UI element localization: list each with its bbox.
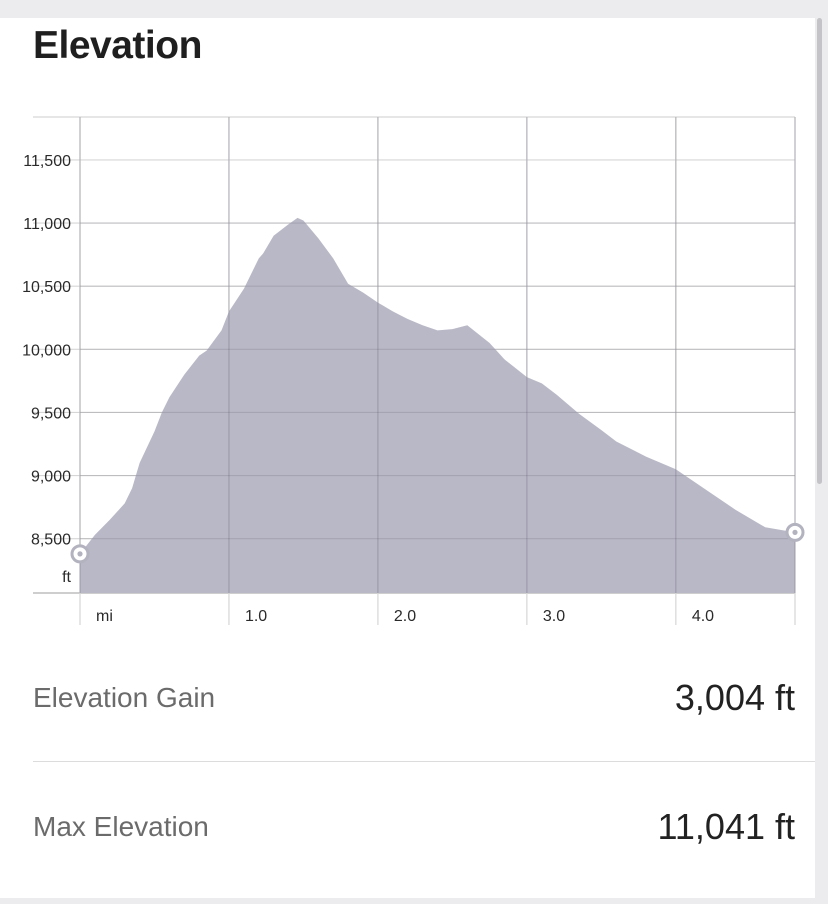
x-unit-label: mi xyxy=(96,608,113,625)
y-unit-label: ft xyxy=(62,569,71,586)
stat-value-max-elevation: 11,041 ft xyxy=(657,806,795,847)
range-handle-start-dot xyxy=(77,551,83,557)
chart-vertical-gridlines xyxy=(79,117,796,593)
x-tick-label: 3.0 xyxy=(543,608,565,625)
elevation-chart: 8,500 9,000 9,500 10,000 10,500 11,000 11,500 1… xyxy=(22,116,805,625)
x-tick-label: 1.0 xyxy=(245,608,267,625)
stat-divider xyxy=(33,761,815,762)
y-tick-label: 9,500 xyxy=(31,405,71,422)
stat-elevation-gain: Elevation Gain 3,004 ft xyxy=(33,668,795,728)
y-tick-label: 11,000 xyxy=(23,216,71,233)
stat-label-max-elevation: Max Elevation xyxy=(33,811,209,842)
stat-value-elevation-gain: 3,004 ft xyxy=(674,677,795,718)
y-tick-label: 11,500 xyxy=(23,153,71,170)
elevation-area xyxy=(80,217,795,593)
stat-max-elevation: Max Elevation 11,041 ft xyxy=(33,797,795,857)
y-tick-label: 9,000 xyxy=(31,469,71,486)
range-handle-end-dot xyxy=(792,529,798,535)
y-tick-label: 8,500 xyxy=(31,532,71,549)
stat-label-elevation-gain: Elevation Gain xyxy=(33,682,216,713)
x-tick-label: 2.0 xyxy=(394,608,416,625)
chart-range-handles[interactable] xyxy=(70,522,805,564)
section-title: Elevation xyxy=(33,24,202,67)
y-tick-label: 10,000 xyxy=(22,342,71,359)
y-tick-label: 10,500 xyxy=(22,279,71,296)
scrollbar[interactable] xyxy=(817,18,822,484)
x-tick-label: 4.0 xyxy=(692,608,714,625)
chart-tick-labels: 8,500 9,000 9,500 10,000 10,500 11,000 11,500 1… xyxy=(22,153,714,625)
